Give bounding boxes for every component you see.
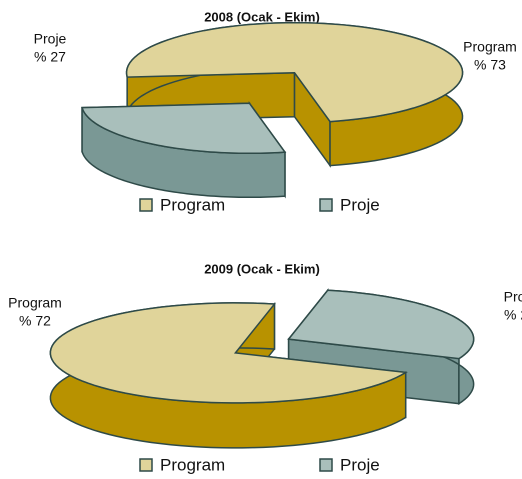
legend-swatch [139,198,153,212]
legend-swatch [319,458,333,472]
legend-swatch [139,458,153,472]
slice [49,302,408,404]
slice-label: Proje [504,289,522,305]
slice-value-label: % 27 [34,49,66,65]
slice [125,21,464,123]
legend-swatch [319,198,333,212]
legend-label: Program [160,195,225,214]
slice-label: Program [8,295,62,311]
slice-value-label: % 73 [474,57,506,73]
slice-label: Proje [34,31,67,47]
legend-label: Proje [340,195,380,214]
slice-value-label: % 72 [19,313,51,329]
slice-label: Program [463,39,517,55]
slice [81,102,287,155]
slice-value-label: % 28 [504,307,522,323]
chart-title: 2008 (Ocak - Ekim) [204,9,320,24]
legend-label: Proje [340,455,380,474]
chart-title: 2009 (Ocak - Ekim) [204,261,320,276]
legend-label: Program [160,455,225,474]
slice [287,289,475,360]
